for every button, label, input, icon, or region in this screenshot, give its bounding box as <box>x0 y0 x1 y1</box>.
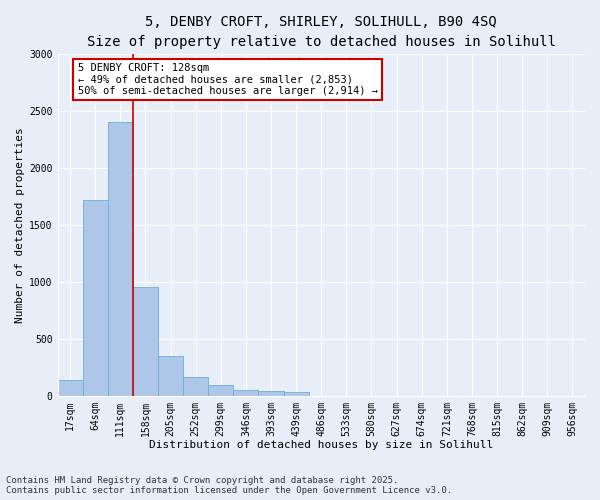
Bar <box>133 288 158 396</box>
Text: Contains HM Land Registry data © Crown copyright and database right 2025.
Contai: Contains HM Land Registry data © Crown c… <box>6 476 452 495</box>
Text: 5 DENBY CROFT: 128sqm
← 49% of detached houses are smaller (2,853)
50% of semi-d: 5 DENBY CROFT: 128sqm ← 49% of detached … <box>77 63 377 96</box>
Bar <box>58 380 83 396</box>
Bar <box>208 386 233 396</box>
Bar <box>259 391 284 396</box>
Title: 5, DENBY CROFT, SHIRLEY, SOLIHULL, B90 4SQ
Size of property relative to detached: 5, DENBY CROFT, SHIRLEY, SOLIHULL, B90 4… <box>87 15 556 48</box>
Bar <box>83 200 108 396</box>
Bar <box>233 390 259 396</box>
Y-axis label: Number of detached properties: Number of detached properties <box>15 127 25 322</box>
Bar <box>183 378 208 396</box>
Bar <box>158 356 183 396</box>
Bar <box>284 392 309 396</box>
X-axis label: Distribution of detached houses by size in Solihull: Distribution of detached houses by size … <box>149 440 493 450</box>
Bar <box>108 122 133 396</box>
